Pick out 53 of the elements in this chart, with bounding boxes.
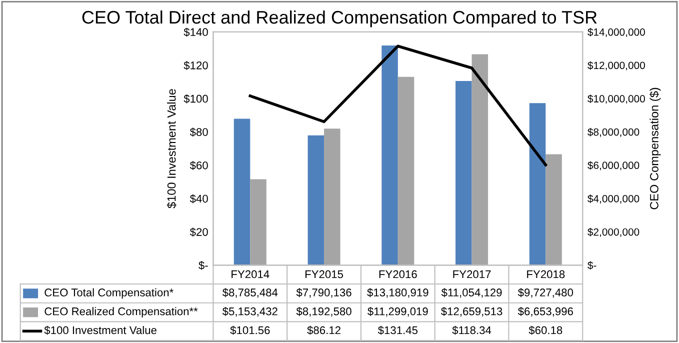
data-label: $118.34: [452, 326, 492, 335]
data-label: $60.18: [528, 326, 562, 335]
y-tick-label: $140: [184, 28, 208, 37]
y-axis-title: $100 Investment Value: [166, 89, 176, 208]
y-tick-label: $20: [190, 228, 208, 237]
data-label: $9,727,480: [518, 288, 574, 298]
legend-label: $100 Investment Value: [44, 326, 156, 335]
data-label: $5,153,432: [222, 306, 278, 317]
y2-tick-label: $2,000,000: [588, 228, 640, 237]
bar: [456, 80, 472, 266]
bar: [324, 128, 340, 266]
data-label: $8,192,580: [296, 306, 352, 317]
bar: [529, 103, 546, 266]
y-tick-label: $100: [184, 94, 208, 104]
bar: [234, 118, 250, 266]
chart-title: CEO Total Direct and Realized Compensation Compared to TSR: [82, 10, 597, 28]
data-label: $13,180,919: [367, 288, 428, 298]
data-label: $101.56: [230, 326, 270, 335]
data-label: $12,659,513: [440, 306, 502, 317]
bar: [308, 135, 324, 266]
y2-axis-title: CEO Compensation ($): [650, 88, 661, 210]
y2-tick-label: $14,000,000: [588, 28, 645, 38]
legend-label: CEO Realized Compensation**: [44, 307, 198, 318]
bar: [398, 76, 414, 266]
y-tick-label: $80: [190, 128, 208, 137]
y-tick-label: $40: [190, 194, 208, 204]
bar: [546, 154, 562, 266]
line-series: [248, 44, 548, 166]
data-label: $7,790,136: [296, 288, 352, 298]
y2-tick-label: $4,000,000: [588, 194, 640, 204]
bar: [472, 54, 488, 266]
bar: [382, 46, 398, 266]
y2-tick-label: $-: [588, 261, 596, 270]
x-tick-label: FY2015: [305, 270, 344, 278]
y-tick-label: $60: [190, 160, 208, 170]
data-label: $8,785,484: [222, 288, 278, 298]
y-tick-label: $-: [198, 260, 208, 270]
data-label: $11,299,019: [368, 306, 428, 317]
data-label: $86.12: [307, 326, 340, 335]
y2-tick-label: $6,000,000: [588, 161, 640, 170]
bar: [250, 179, 266, 266]
data-label: $131.45: [378, 326, 418, 335]
data-label: $6,653,996: [518, 306, 573, 317]
x-tick-label: FY2018: [527, 270, 565, 278]
x-tick-label: FY2016: [379, 270, 417, 278]
y2-tick-label: $10,000,000: [588, 94, 645, 104]
legend-label: CEO Total Compensation*: [44, 288, 174, 299]
data-label: $11,054,129: [441, 288, 502, 298]
x-tick-label: FY2014: [232, 270, 270, 278]
y2-tick-label: $8,000,000: [588, 128, 640, 137]
y-tick-label: $120: [184, 61, 208, 70]
y2-tick-label: $12,000,000: [588, 61, 645, 70]
x-tick-label: FY2017: [453, 270, 491, 278]
